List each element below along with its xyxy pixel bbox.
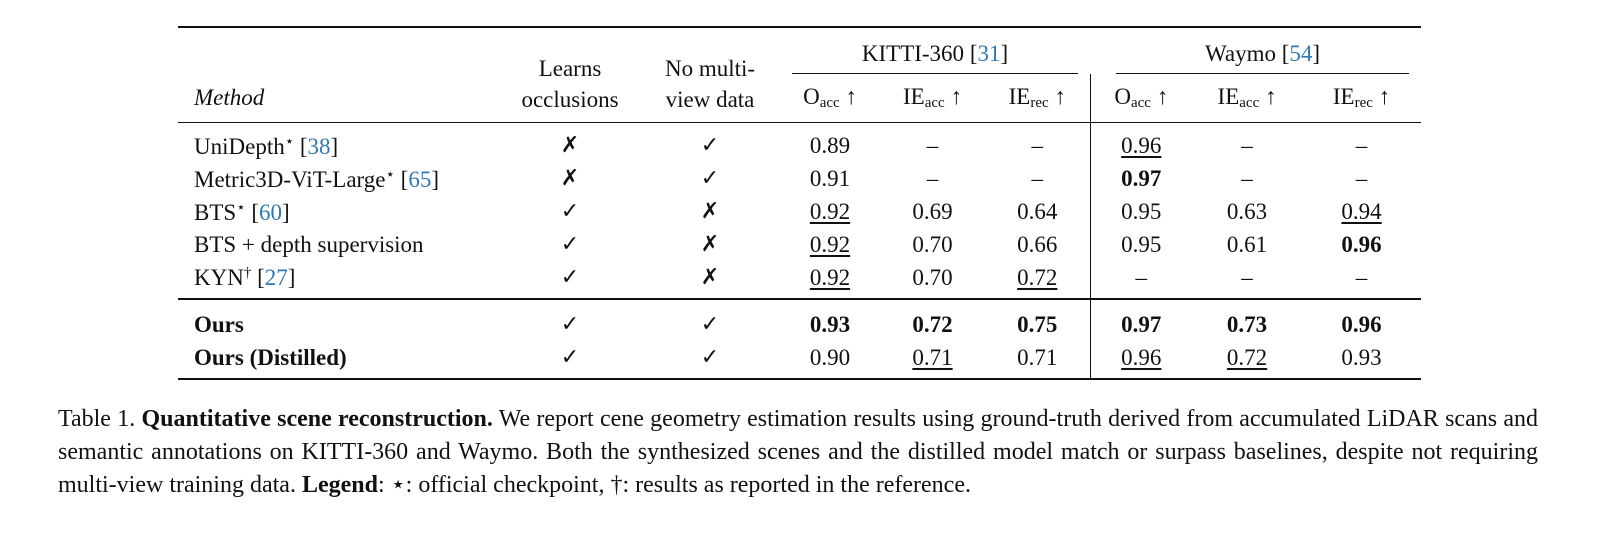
cell-value: 0.63 [1226,198,1268,224]
check-mark: ✓ [500,298,640,341]
cell-value: 0.64 [1017,198,1058,224]
cross-mark: ✗ [560,166,580,191]
table-row: KYN† [27] ✓ ✗ 0.92 0.70 0.72 – – – [178,261,1421,299]
method-name: Ours [178,298,500,341]
cell-value: 0.90 [809,344,851,370]
check-mark: ✓ [640,122,780,162]
method-name: Metric3D-ViT-Large⋆ [65] [194,166,439,192]
cell-value: – [1031,165,1044,191]
cell-value: 0.70 [912,264,953,290]
cell-value: – [1355,165,1368,191]
cell-value: 0.96 [1341,231,1382,257]
method-name: BTS + depth supervision [194,231,424,257]
caption-label: Table 1. [58,406,136,432]
check-mark: ✓ [640,298,780,341]
cell-value: 0.91 [809,165,851,191]
cell-value: – [926,165,939,191]
cell-value: 0.66 [1017,231,1058,257]
citation-link[interactable]: 60 [259,199,282,225]
method-name: Ours (Distilled) [194,344,347,370]
cell-value: – [1089,261,1193,299]
table-row: BTS⋆ [60] ✓ ✗ 0.92 0.69 0.64 0.95 0.63 0… [178,195,1421,228]
check-mark: ✓ [560,199,580,224]
cell-value: 0.96 [1089,122,1193,162]
cell-value: – [880,122,985,162]
cell-value: 0.93 [780,298,880,341]
table-caption: Table 1. Quantitative scene reconstructi… [58,403,1538,502]
cell-value: 0.92 [809,264,851,290]
citation-link[interactable]: 65 [408,166,432,192]
cell-value: 0.92 [809,231,851,257]
no-multiview-header: No multi- view data [664,56,756,112]
caption-body: We report cene geometry estimation resul… [58,406,1538,498]
check-mark: ✓ [700,345,720,370]
legend-text: : ⋆: official checkpoint, †: results as … [377,472,971,498]
cell-value: 0.71 [1017,344,1058,370]
learns-occlusions-header: Learns occlusions [521,56,619,112]
caption-title: Quantitative scene reconstruction. [141,406,493,432]
cross-mark: ✗ [700,232,720,257]
method-name: UniDepth⋆ [38] [178,122,500,162]
header-row-groups: Learns occlusions No multi- view data KI… [178,27,1421,112]
table-row: Ours ✓ ✓ 0.93 0.72 0.75 0.97 0.73 0.96 [178,298,1422,341]
metric-header: Oacc ↑ [803,84,857,111]
table-row: Metric3D-ViT-Large⋆ [65] ✗ ✓ 0.91 – – 0.… [178,162,1421,195]
cell-value: 0.73 [1192,298,1303,341]
results-table: Learns occlusions No multi- view data KI… [178,26,1422,380]
cell-value: 0.69 [912,198,953,224]
cell-value: 0.94 [1341,198,1382,224]
table-row: BTS + depth supervision ✓ ✗ 0.92 0.70 0.… [178,228,1421,261]
cell-value: 0.72 [880,298,985,341]
cell-value: 0.95 [1089,228,1193,261]
metric-header: Oacc ↑ [1089,74,1193,123]
cell-value: 0.72 [1226,344,1268,370]
metric-header: IErec ↑ [1332,84,1391,111]
cell-value: 0.61 [1226,231,1268,257]
cell-value: 0.89 [780,122,880,162]
cell-value: – [1241,165,1253,191]
citation-link[interactable]: 31 [977,41,1001,66]
metric-header: IErec ↑ [1008,84,1066,111]
citation-link[interactable]: 38 [307,133,331,159]
citation-link[interactable]: 27 [264,264,288,290]
metric-header: IEacc ↑ [903,84,962,111]
cell-value: – [985,122,1091,162]
cross-mark: ✗ [700,199,720,224]
cell-value: – [1302,122,1422,162]
citation-link[interactable]: 54 [1289,41,1313,66]
cell-value: – [1192,122,1303,162]
cell-value: 0.97 [1089,162,1193,195]
cell-value: 0.96 [1302,298,1422,341]
cell-value: 0.70 [912,231,953,257]
check-mark: ✓ [700,166,720,191]
cross-mark: ✗ [700,265,720,290]
cell-value: – [1241,264,1253,290]
cell-value: 0.75 [985,298,1091,341]
check-mark: ✓ [560,265,580,290]
cell-value: – [1355,264,1368,290]
cell-value: 0.72 [1017,264,1058,290]
cell-value: 0.93 [1341,344,1382,370]
legend-label: Legend [301,472,378,498]
kitti-group-header: KITTI-360 [31] [792,41,1079,74]
waymo-group-header: Waymo [54] [1116,41,1410,74]
header-row-metrics: Method Oacc ↑ IEacc ↑ IErec ↑ Oacc ↑ IEa… [178,74,1421,123]
cross-mark: ✗ [500,122,640,162]
method-name: KYN† [27] [194,264,296,290]
metric-header: IEacc ↑ [1217,84,1277,111]
check-mark: ✓ [560,232,580,257]
check-mark: ✓ [560,345,580,370]
cell-value: 0.96 [1089,341,1193,379]
method-header: Method [194,85,265,110]
cell-value: 0.97 [1089,298,1193,341]
method-name: BTS⋆ [60] [194,199,290,225]
table-row: Ours (Distilled) ✓ ✓ 0.90 0.71 0.71 0.96… [178,341,1421,379]
table-row: UniDepth⋆ [38] ✗ ✓ 0.89 – – 0.96 – – [178,122,1422,162]
cell-value: 0.92 [809,198,851,224]
cell-value: 0.95 [1089,195,1193,228]
cell-value: 0.71 [912,344,953,370]
results-table-container: Learns occlusions No multi- view data KI… [178,26,1422,380]
